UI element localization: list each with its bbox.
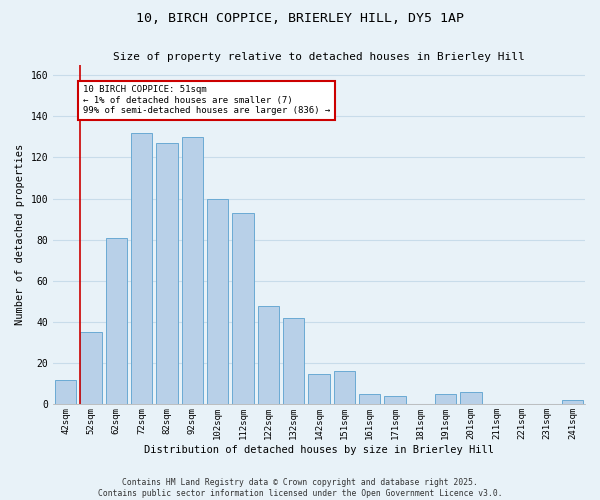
Bar bbox=[156, 143, 178, 405]
Bar bbox=[106, 238, 127, 404]
Bar bbox=[207, 198, 229, 404]
Title: Size of property relative to detached houses in Brierley Hill: Size of property relative to detached ho… bbox=[113, 52, 525, 62]
Text: 10 BIRCH COPPICE: 51sqm
← 1% of detached houses are smaller (7)
99% of semi-deta: 10 BIRCH COPPICE: 51sqm ← 1% of detached… bbox=[83, 86, 330, 115]
Bar bbox=[435, 394, 457, 404]
Bar bbox=[182, 136, 203, 404]
Bar bbox=[384, 396, 406, 404]
Text: 10, BIRCH COPPICE, BRIERLEY HILL, DY5 1AP: 10, BIRCH COPPICE, BRIERLEY HILL, DY5 1A… bbox=[136, 12, 464, 26]
Bar bbox=[334, 372, 355, 404]
Bar bbox=[562, 400, 583, 404]
Text: Contains HM Land Registry data © Crown copyright and database right 2025.
Contai: Contains HM Land Registry data © Crown c… bbox=[98, 478, 502, 498]
Bar bbox=[283, 318, 304, 404]
Bar bbox=[359, 394, 380, 404]
Bar bbox=[232, 213, 254, 404]
Y-axis label: Number of detached properties: Number of detached properties bbox=[15, 144, 25, 325]
Bar bbox=[131, 132, 152, 404]
Bar bbox=[257, 306, 279, 404]
Bar bbox=[308, 374, 330, 404]
X-axis label: Distribution of detached houses by size in Brierley Hill: Distribution of detached houses by size … bbox=[144, 445, 494, 455]
Bar bbox=[80, 332, 102, 404]
Bar bbox=[460, 392, 482, 404]
Bar bbox=[55, 380, 76, 404]
